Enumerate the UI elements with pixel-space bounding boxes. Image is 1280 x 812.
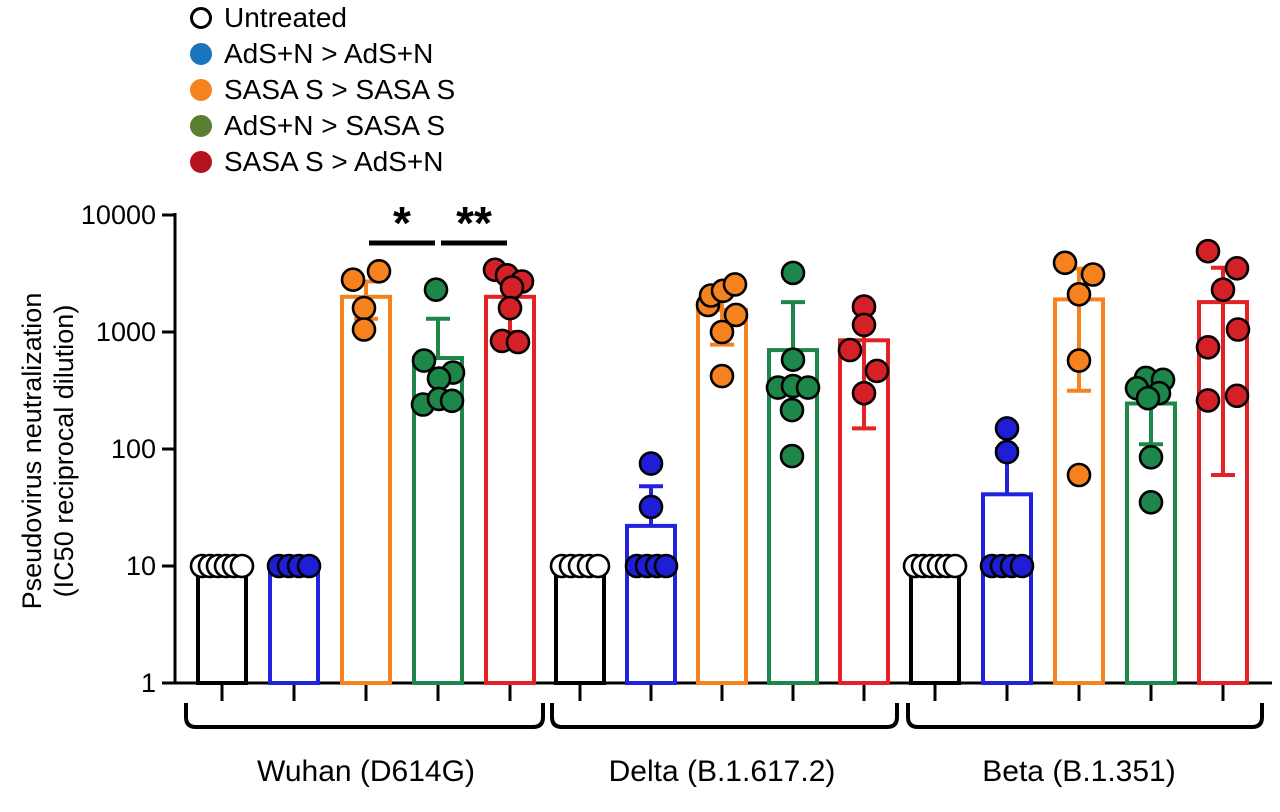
- x-group-label-beta: Beta (B.1.351): [982, 755, 1176, 788]
- data-point: [851, 312, 877, 338]
- data-point: [780, 347, 806, 373]
- data-point: [723, 302, 749, 328]
- data-point: [411, 348, 437, 373]
- legend-marker-circle: [190, 151, 212, 173]
- data-point: [366, 258, 392, 284]
- data-point: [709, 319, 735, 345]
- data-point: [296, 553, 322, 579]
- bar: [625, 523, 677, 686]
- data-point: [779, 397, 805, 423]
- data-point: [1135, 385, 1161, 411]
- bar: [340, 294, 392, 685]
- legend-item-untreated: Untreated: [190, 0, 455, 36]
- data-point: [795, 375, 821, 400]
- y-tick-label: 10000: [81, 200, 156, 230]
- data-point: [1052, 250, 1078, 276]
- legend-marker-circle: [190, 115, 212, 137]
- data-point: [709, 363, 735, 389]
- legend-item-label: AdS+N > AdS+N: [224, 38, 434, 69]
- data-point: [779, 443, 805, 469]
- y-tick-label: 1: [141, 668, 156, 698]
- significance-label: **: [456, 197, 492, 249]
- legend-item-adsn-adsn: AdS+N > AdS+N: [190, 36, 455, 72]
- data-point: [1066, 348, 1092, 373]
- bar: [484, 294, 536, 685]
- legend-item-label: SASA S > SASA S: [224, 74, 456, 105]
- bar: [909, 564, 961, 685]
- data-point: [638, 451, 664, 476]
- data-point: [994, 416, 1020, 441]
- y-axis-title-line2: (IC50 reciprocal dilution): [49, 304, 79, 598]
- data-point: [942, 553, 968, 579]
- data-point: [423, 277, 449, 303]
- data-point: [994, 439, 1020, 465]
- data-point: [1066, 281, 1092, 307]
- data-point: [1224, 255, 1250, 281]
- x-group-label-delta: Delta (B.1.617.2): [608, 755, 836, 788]
- data-point: [780, 260, 806, 286]
- y-tick-label: 10: [126, 551, 156, 581]
- data-point: [505, 329, 531, 355]
- y-axis-title: Pseudovirus neutralization (IC50 recipro…: [16, 170, 80, 732]
- data-point: [638, 494, 664, 520]
- data-point: [851, 380, 877, 406]
- bar: [196, 564, 248, 685]
- data-point: [1225, 317, 1251, 342]
- data-point: [1138, 444, 1164, 470]
- data-point: [653, 553, 679, 579]
- data-point: [1009, 553, 1035, 579]
- legend-item-label: SASA S > AdS+N: [224, 146, 444, 177]
- legend-item-sasas-sasas: SASA S > SASA S: [190, 72, 455, 108]
- data-point: [837, 337, 863, 363]
- data-point: [1080, 262, 1106, 287]
- data-point: [722, 272, 748, 297]
- legend-marker-circle: [190, 7, 212, 29]
- data-point: [1066, 462, 1092, 488]
- data-point: [864, 358, 890, 384]
- legend-item-sasas-adsn: SASA S > AdS+N: [190, 144, 455, 180]
- data-point: [1138, 489, 1164, 515]
- data-point: [499, 275, 525, 300]
- legend-item-adsn-sasas: AdS+N > SASA S: [190, 108, 455, 144]
- data-point: [1195, 238, 1221, 264]
- data-point: [229, 553, 255, 579]
- group-bracket: [184, 703, 545, 729]
- bar: [981, 492, 1033, 685]
- bar: [554, 564, 606, 685]
- chart-legend: Untreated AdS+N > AdS+N SASA S > SASA S …: [190, 0, 455, 180]
- data-point: [1210, 277, 1236, 303]
- data-point: [426, 366, 452, 391]
- data-point: [351, 317, 377, 342]
- group-bracket: [906, 703, 1264, 729]
- data-point: [340, 267, 366, 293]
- data-point: [351, 295, 377, 321]
- legend-marker-circle: [190, 79, 212, 101]
- y-axis-title-line1: Pseudovirus neutralization: [17, 292, 47, 610]
- y-tick-label: 100: [111, 434, 156, 464]
- data-point: [439, 388, 465, 414]
- bar: [268, 564, 320, 685]
- data-point: [585, 553, 611, 579]
- legend-marker-circle: [190, 43, 212, 65]
- legend-item-label: Untreated: [224, 2, 347, 33]
- y-tick-label: 1000: [96, 317, 156, 347]
- data-point: [1195, 334, 1221, 360]
- data-point: [1195, 388, 1221, 413]
- data-point: [497, 295, 523, 321]
- legend-item-label: AdS+N > SASA S: [224, 110, 446, 141]
- data-point: [1224, 383, 1250, 409]
- significance-label: *: [393, 197, 411, 249]
- x-group-label-wuhan: Wuhan (D614G): [257, 755, 475, 788]
- group-bracket: [550, 703, 899, 729]
